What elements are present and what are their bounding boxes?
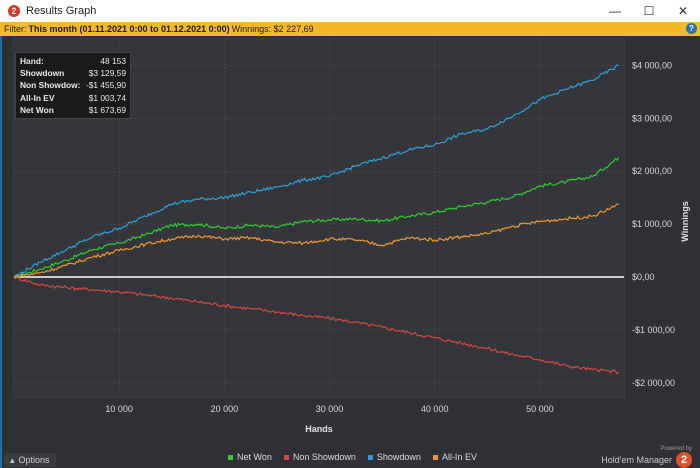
- legend-swatch: [432, 454, 438, 460]
- legend-label: Showdown: [376, 452, 421, 462]
- title-bar: 2 Results Graph — ☐ ✕: [0, 0, 700, 22]
- y-tick-label: $3 000,00: [632, 113, 672, 123]
- stat-label: Showdown: [20, 68, 65, 79]
- series-line-non-showdown: [13, 276, 620, 375]
- legend-label: Non Showdown: [292, 452, 356, 462]
- y-tick-label: $4 000,00: [632, 60, 672, 70]
- window-title: Results Graph: [26, 5, 97, 17]
- legend-swatch: [283, 454, 289, 460]
- app-icon: 2: [8, 5, 20, 17]
- chevron-up-icon: ▴: [10, 454, 15, 465]
- legend-label: All-In EV: [441, 452, 477, 462]
- stat-value: $3 129,59: [88, 68, 126, 79]
- x-tick-label: 10 000: [105, 404, 133, 414]
- stat-row-hands: Hand: 48 153: [20, 55, 126, 67]
- y-tick-label: $1 000,00: [632, 219, 672, 229]
- y-axis-label: Winnings: [680, 201, 690, 241]
- help-icon[interactable]: ?: [686, 23, 697, 34]
- y-tick-label: -$1 000,00: [632, 325, 675, 335]
- options-button[interactable]: ▴ Options: [4, 453, 56, 467]
- legend-item-all-in-ev[interactable]: All-In EV: [432, 452, 477, 462]
- legend-item-showdown[interactable]: Showdown: [367, 452, 421, 462]
- x-tick-label: 50 000: [526, 404, 554, 414]
- stat-row-all-in-ev: All-In EV $1 003,74: [20, 92, 126, 104]
- x-axis-label: Hands: [305, 424, 333, 434]
- brand-name-row: Hold'em Manager 2: [601, 452, 692, 468]
- options-label: Options: [18, 455, 50, 465]
- stat-row-net-won: Net Won $1 673,69: [20, 104, 126, 116]
- filter-winnings: Winnings: $2 227,69: [231, 24, 314, 34]
- stat-label: Hand:: [20, 56, 44, 66]
- series-line-showdown: [13, 64, 619, 278]
- brand-logo-icon: 2: [676, 452, 692, 468]
- stat-row-non-showdown: Non Showdow: -$1 455,90: [20, 79, 126, 91]
- maximize-icon[interactable]: ☐: [643, 4, 655, 18]
- filter-period: This month (01.11.2021 0:00 to 01.12.202…: [28, 24, 230, 34]
- stat-row-showdown: Showdown $3 129,59: [20, 67, 126, 79]
- close-icon[interactable]: ✕: [677, 4, 689, 18]
- x-tick-label: 40 000: [421, 404, 449, 414]
- stat-label: Net Won: [20, 104, 54, 115]
- y-tick-label: $2 000,00: [632, 166, 672, 176]
- y-tick-label: $0,00: [632, 272, 655, 282]
- legend-swatch: [228, 454, 233, 460]
- minimize-icon[interactable]: —: [609, 4, 621, 18]
- stat-value: $1 003,74: [88, 92, 126, 103]
- brand-powered: Powered by: [660, 446, 692, 452]
- legend-item-non-showdown[interactable]: Non Showdown: [283, 452, 356, 462]
- stat-label: Non Showdow:: [20, 80, 81, 91]
- window-left-edge: [0, 36, 2, 468]
- legend-swatch: [367, 454, 373, 460]
- stat-label: All-In EV: [20, 92, 55, 103]
- filter-label: Filter:: [4, 24, 27, 34]
- series-line-all-in-ev: [13, 203, 619, 279]
- stat-value: -$1 455,90: [85, 80, 126, 91]
- series-line-net-won: [13, 157, 620, 278]
- x-tick-label: 20 000: [211, 404, 239, 414]
- legend-item-net-won[interactable]: Net Won: [228, 452, 272, 462]
- chart-legend: Net Won Non Showdown Showdown All-In EV: [228, 452, 477, 462]
- brand: Powered by Hold'em Manager 2: [601, 446, 692, 468]
- stats-panel: Hand: 48 153 Showdown $3 129,59 Non Showdo…: [15, 52, 131, 120]
- x-tick-label: 30 000: [316, 404, 344, 414]
- legend-label: Net Won: [237, 452, 272, 462]
- stat-value: $1 673,69: [88, 104, 126, 115]
- brand-name: Hold'em Manager: [601, 455, 672, 465]
- window-controls: — ☐ ✕: [598, 0, 700, 22]
- y-tick-label: -$2 000,00: [632, 378, 675, 388]
- stat-value: 48 153: [100, 56, 126, 66]
- filter-bar[interactable]: Filter: This month (01.11.2021 0:00 to 0…: [0, 22, 700, 36]
- results-chart: 10 000 20 000 30 000 40 000 50 000 -$2 000,00…: [13, 39, 690, 434]
